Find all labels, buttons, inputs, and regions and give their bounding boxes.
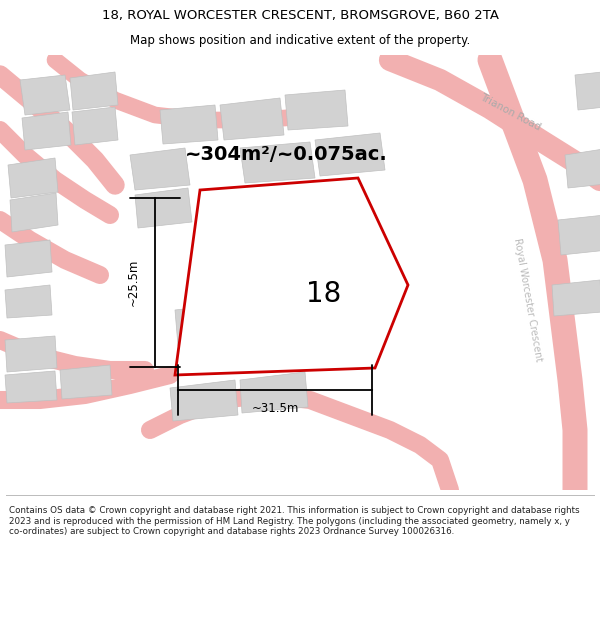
Polygon shape — [20, 75, 70, 115]
Text: Map shows position and indicative extent of the property.: Map shows position and indicative extent… — [130, 34, 470, 48]
Polygon shape — [130, 148, 190, 190]
Polygon shape — [5, 336, 57, 372]
Polygon shape — [70, 72, 118, 110]
Text: ~25.5m: ~25.5m — [127, 259, 139, 306]
Polygon shape — [135, 188, 192, 228]
Polygon shape — [8, 158, 58, 198]
Polygon shape — [10, 193, 58, 232]
Polygon shape — [220, 98, 284, 140]
Polygon shape — [72, 107, 118, 145]
Polygon shape — [160, 105, 218, 144]
Text: Contains OS data © Crown copyright and database right 2021. This information is : Contains OS data © Crown copyright and d… — [9, 506, 580, 536]
Text: 18, ROYAL WORCESTER CRESCENT, BROMSGROVE, B60 2TA: 18, ROYAL WORCESTER CRESCENT, BROMSGROVE… — [101, 9, 499, 22]
Polygon shape — [552, 280, 600, 316]
Polygon shape — [175, 303, 244, 346]
Polygon shape — [565, 148, 600, 188]
Polygon shape — [285, 90, 348, 130]
Polygon shape — [60, 365, 112, 399]
Polygon shape — [240, 142, 315, 183]
Polygon shape — [315, 284, 378, 326]
Text: ~304m²/~0.075ac.: ~304m²/~0.075ac. — [185, 146, 388, 164]
Polygon shape — [5, 285, 52, 318]
Polygon shape — [5, 240, 52, 277]
Polygon shape — [240, 372, 308, 413]
Text: 18: 18 — [305, 280, 341, 308]
Text: Royal Worcester Crescent: Royal Worcester Crescent — [512, 238, 544, 362]
Polygon shape — [575, 70, 600, 110]
Polygon shape — [245, 295, 314, 337]
Polygon shape — [558, 215, 600, 255]
Polygon shape — [170, 380, 238, 421]
Text: Trianon Road: Trianon Road — [478, 92, 542, 132]
Polygon shape — [5, 371, 57, 403]
Polygon shape — [175, 178, 408, 375]
Polygon shape — [315, 133, 385, 176]
Text: ~31.5m: ~31.5m — [251, 401, 299, 414]
Polygon shape — [22, 112, 71, 150]
